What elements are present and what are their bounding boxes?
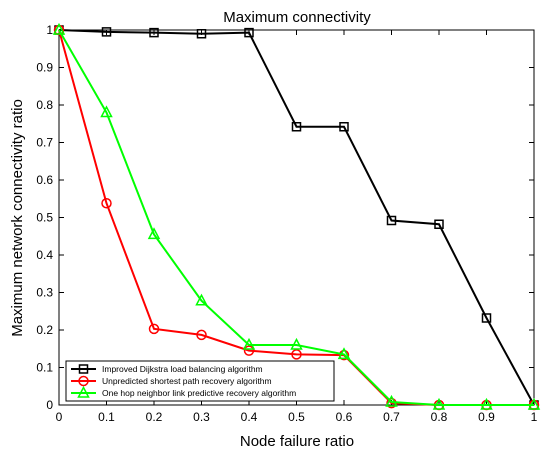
data-point-circle — [196, 329, 207, 341]
data-point-circle — [291, 349, 302, 360]
data-point-square — [196, 29, 207, 39]
data-point-triangle — [100, 105, 113, 118]
data-point-triangle — [290, 337, 303, 350]
legend-entry-label: One hop neighbor link predictive recover… — [102, 388, 296, 398]
series-line-square — [58, 29, 535, 406]
legend-marker-circle — [78, 375, 89, 387]
data-point-circle — [243, 345, 255, 356]
x-tick-label: 0.3 — [193, 410, 210, 424]
data-point-triangle — [337, 347, 351, 360]
y-axis-title: Maximum network connectivity ratio — [9, 99, 26, 337]
y-tick-label: 0.2 — [36, 323, 53, 337]
data-point-square — [101, 27, 112, 37]
data-point-square — [386, 215, 397, 226]
data-point-square — [434, 219, 444, 229]
x-tick-label: 0 — [56, 410, 63, 424]
data-point-triangle — [147, 227, 161, 240]
y-tick-label: 0.5 — [36, 211, 53, 225]
data-point-triangle — [432, 397, 446, 410]
data-point-circle — [101, 198, 112, 209]
y-tick-label: 0 — [46, 398, 53, 412]
x-tick-label: 0.1 — [98, 410, 115, 424]
data-point-triangle — [52, 22, 66, 35]
x-tick-label: 0.5 — [288, 410, 305, 424]
legend-marker-triangle — [77, 385, 90, 398]
data-point-triangle — [385, 394, 398, 407]
data-point-circle — [148, 323, 160, 335]
x-tick-label: 0.7 — [383, 410, 400, 424]
chart-title: Maximum connectivity — [223, 9, 371, 26]
legend-box — [65, 360, 335, 402]
y-tick-label: 0.3 — [36, 286, 53, 300]
legend-marker-square — [78, 364, 89, 374]
y-tick-label: 0.4 — [36, 248, 53, 262]
data-point-triangle — [242, 337, 256, 350]
x-tick-label: 0.6 — [336, 410, 353, 424]
data-point-triangle — [480, 397, 493, 410]
y-tick-label: 0.6 — [36, 173, 53, 187]
y-tick-label: 1 — [46, 23, 53, 37]
y-tick-label: 0.9 — [36, 61, 53, 75]
y-tick-label: 0.7 — [36, 136, 53, 150]
data-point-square — [291, 122, 302, 132]
x-tick-label: 0.8 — [431, 410, 448, 424]
y-tick-label: 0.1 — [36, 361, 53, 375]
legend: Improved Dijkstra load balancing algorit… — [65, 360, 335, 402]
x-tick-label: 1 — [531, 410, 538, 424]
x-axis-title: Node failure ratio — [240, 433, 354, 450]
plot-frame — [58, 29, 535, 406]
plot-area: 0 0.1 0.2 0.3 0.4 0.5 0.6 0.7 0.8 0.9 1 0 0.1 0.2 0.3 0… — [36, 22, 541, 424]
data-point-square — [244, 27, 254, 38]
series-line-triangle — [58, 29, 534, 406]
data-point-triangle — [527, 397, 541, 410]
data-point-square — [481, 313, 492, 323]
legend-entry-label: Unpredicted shortest path recovery algor… — [102, 376, 272, 386]
data-point-circle — [338, 349, 350, 361]
data-point-square — [149, 27, 159, 38]
x-tick-label: 0.9 — [478, 410, 495, 424]
x-tick-label: 0.4 — [241, 410, 258, 424]
x-tick-label: 0.2 — [146, 410, 163, 424]
data-point-square — [339, 122, 349, 132]
data-point-triangle — [195, 293, 208, 306]
legend-entry-label: Improved Dijkstra load balancing algorit… — [102, 364, 263, 374]
y-tick-label: 0.8 — [36, 98, 53, 112]
